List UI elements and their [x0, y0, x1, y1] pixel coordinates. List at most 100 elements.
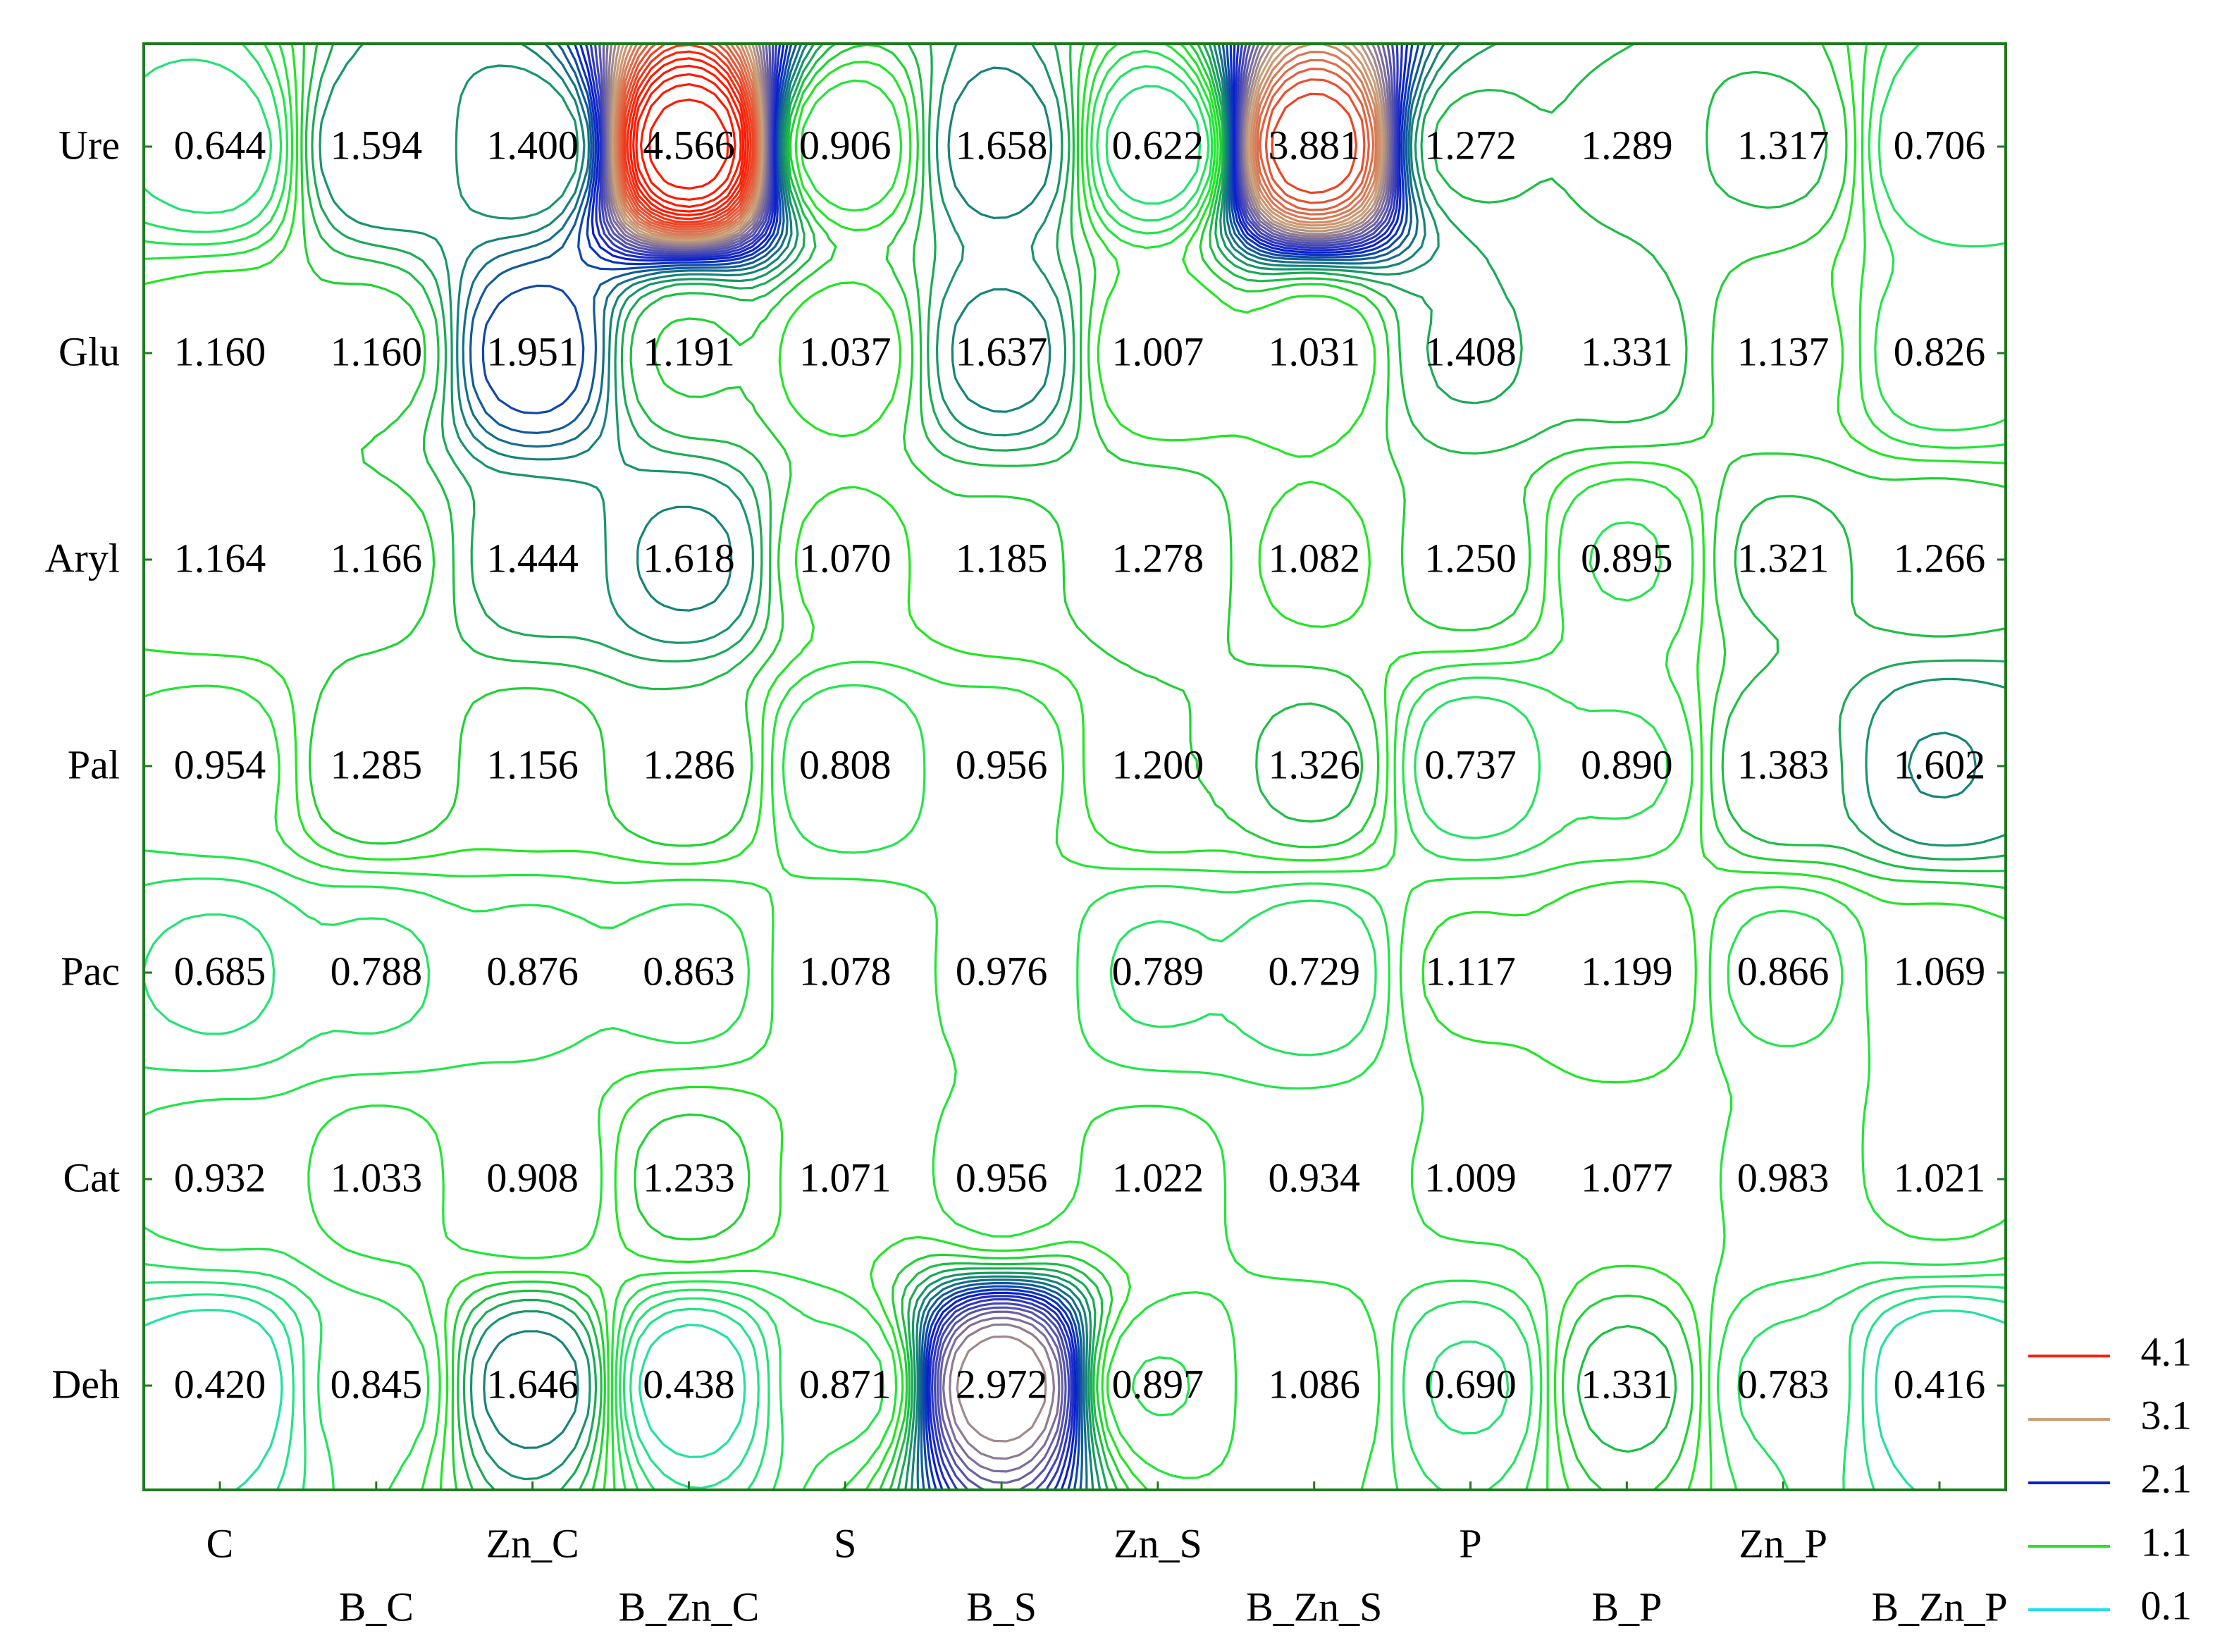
x-axis-label: B_S — [966, 1584, 1037, 1629]
cell-value-label: 1.031 — [1268, 328, 1360, 374]
contour-line — [602, 44, 1393, 1484]
contour-line — [144, 44, 2006, 1490]
cell-value-label: 0.866 — [1737, 948, 1830, 994]
cell-value-label: 0.685 — [174, 948, 266, 994]
contour-line — [616, 44, 1377, 235]
cell-value-label: 1.037 — [799, 328, 892, 374]
cell-value-label: 1.331 — [1581, 1361, 1673, 1407]
contour-line — [621, 44, 1366, 228]
cell-value-label: 0.690 — [1424, 1361, 1517, 1407]
legend-label: 1.1 — [2141, 1519, 2192, 1565]
cell-value-label: 1.444 — [486, 535, 579, 581]
cell-value-label: 1.326 — [1268, 741, 1360, 787]
cell-value-label: 0.890 — [1581, 741, 1673, 787]
cell-value-label: 1.191 — [643, 328, 735, 374]
cell-value-label: 0.789 — [1112, 948, 1204, 994]
cell-value-label: 1.009 — [1424, 1154, 1517, 1200]
contour-line — [304, 44, 2006, 1490]
y-axis-label: Aryl — [45, 535, 120, 581]
cell-value-label: 0.932 — [174, 1154, 266, 1200]
contour-line — [144, 58, 2006, 1490]
y-axis-labels: Ure Glu Aryl Pal Pac Cat Deh — [45, 122, 120, 1407]
cell-value-label: 1.082 — [1268, 535, 1360, 581]
cell-value-label: 1.069 — [1894, 948, 1986, 994]
cell-value-label: 1.137 — [1737, 328, 1830, 374]
contour-line — [462, 44, 1436, 1490]
cell-value-label: 0.976 — [956, 948, 1048, 994]
cell-value-label: 0.983 — [1737, 1154, 1830, 1200]
x-axis-label: C — [206, 1520, 234, 1566]
cell-value-label: 0.788 — [331, 948, 423, 994]
contour-line — [598, 44, 1394, 1490]
y-axis-label: Cat — [63, 1154, 120, 1200]
contour-line — [629, 57, 747, 216]
cell-value-label: 0.622 — [1112, 122, 1204, 168]
contour-line — [469, 44, 1426, 1490]
cell-value-label: 1.408 — [1424, 328, 1517, 374]
cell-value-label: 0.644 — [174, 122, 266, 168]
cell-value-label: 1.160 — [331, 328, 423, 374]
contour-line — [456, 44, 1977, 1490]
axis-ticks — [144, 145, 2006, 1490]
cell-value-label: 1.166 — [331, 535, 423, 581]
cell-value-label: 1.022 — [1112, 1154, 1204, 1200]
cell-value-label: 1.250 — [1424, 535, 1517, 581]
cell-value-label: 1.400 — [486, 122, 579, 168]
x-axis-label: P — [1459, 1520, 1481, 1566]
legend-label: 0.1 — [2141, 1582, 2192, 1628]
cell-value-label: 1.117 — [1425, 948, 1515, 994]
cell-value-label: 0.729 — [1268, 948, 1360, 994]
y-axis-label: Deh — [51, 1361, 120, 1407]
cell-value-label: 0.871 — [799, 1361, 892, 1407]
cell-value-label: 1.321 — [1737, 535, 1830, 581]
contour-line — [626, 50, 750, 221]
cell-value-label: 1.646 — [486, 1361, 579, 1407]
cell-value-label: 1.602 — [1894, 741, 1986, 787]
cell-value-label: 1.618 — [643, 535, 735, 581]
legend-label: 3.1 — [2141, 1392, 2192, 1438]
y-axis-label: Glu — [58, 328, 120, 374]
x-axis-label: B_Zn_P — [1871, 1584, 2007, 1629]
x-axis-label: B_Zn_S — [1246, 1584, 1382, 1629]
x-axis-label: B_Zn_C — [619, 1584, 760, 1629]
cell-value-label: 1.286 — [643, 741, 735, 787]
cell-value-label: 1.185 — [956, 535, 1048, 581]
legend-label: 4.1 — [2141, 1329, 2192, 1374]
y-axis-label: Pal — [68, 741, 120, 787]
cell-value-label: 1.233 — [643, 1154, 735, 1200]
cell-value-label: 1.331 — [1581, 328, 1673, 374]
x-axis-label: Zn_S — [1114, 1520, 1202, 1566]
cell-value-label: 1.160 — [174, 328, 266, 374]
cell-value-label: 1.658 — [956, 122, 1048, 168]
cell-value-label: 1.086 — [1268, 1361, 1360, 1407]
contour-line — [612, 44, 1383, 242]
x-axis-label: Zn_C — [486, 1520, 579, 1566]
cell-value-label: 4.566 — [643, 122, 735, 168]
legend-label: 2.1 — [2141, 1455, 2192, 1501]
contour-line — [639, 83, 736, 201]
cell-value-label: 1.272 — [1424, 122, 1517, 168]
contour-line — [300, 44, 2006, 1490]
contour-line — [319, 44, 2006, 1490]
x-axis-label: B_C — [339, 1584, 414, 1629]
cell-value-label: 1.070 — [799, 535, 892, 581]
contour-line — [573, 44, 1414, 1490]
cell-value-label: 1.278 — [1112, 535, 1204, 581]
cell-value-label: 1.285 — [331, 741, 423, 787]
contour-line — [635, 73, 742, 208]
cell-value-label: 1.317 — [1737, 122, 1830, 168]
x-axis-label: B_P — [1591, 1584, 1662, 1629]
x-axis-label: Zn_P — [1739, 1520, 1827, 1566]
cell-value-labels: 0.644 1.594 1.400 4.566 0.906 1.658 0.622 3.881… — [174, 122, 1986, 1407]
cell-value-label: 0.863 — [643, 948, 735, 994]
contour-line — [144, 1309, 2006, 1490]
cell-value-label: 0.897 — [1112, 1361, 1204, 1407]
cell-value-label: 1.637 — [956, 328, 1048, 374]
y-axis-label: Pac — [61, 948, 120, 994]
y-axis-label: Ure — [58, 122, 120, 168]
contour-line — [609, 44, 1388, 1443]
cell-value-label: 0.956 — [956, 1154, 1048, 1200]
cell-value-label: 0.954 — [174, 741, 266, 787]
contour-line — [589, 44, 1399, 1490]
